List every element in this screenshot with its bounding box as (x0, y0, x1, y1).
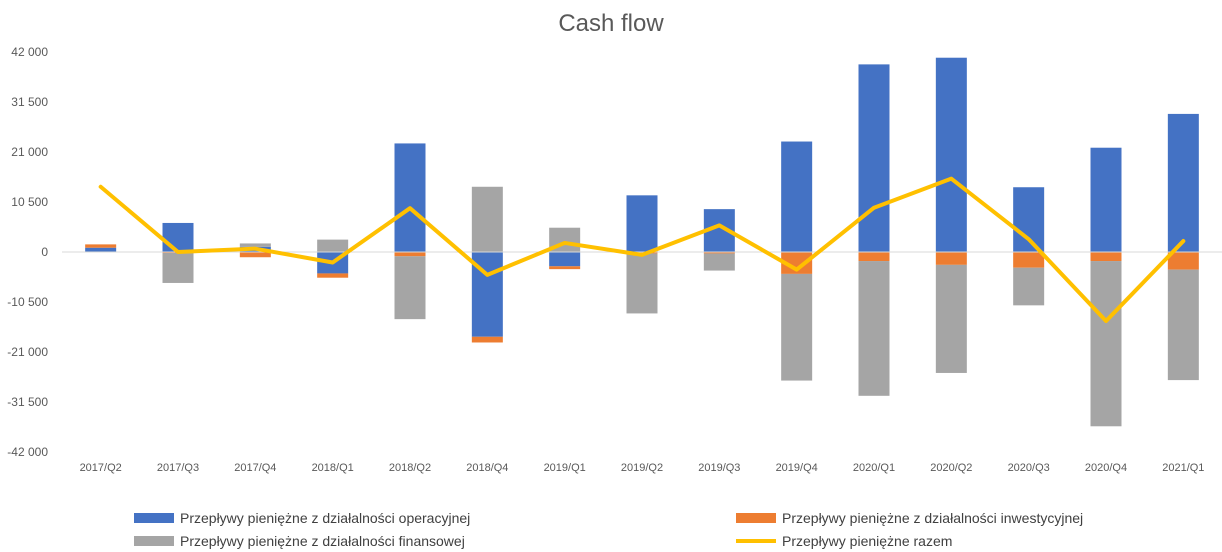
bar-investing (471, 336, 503, 343)
bar-investing (1167, 252, 1199, 270)
legend-item-operating: Przepływy pieniężne z działalności opera… (134, 510, 470, 526)
bar-investing (1090, 252, 1122, 262)
x-tick-label: 2020/Q1 (853, 462, 895, 474)
bar-operating (394, 143, 426, 252)
x-tick-label: 2017/Q3 (157, 462, 199, 474)
legend-swatch-investing (736, 513, 776, 523)
bar-financing (703, 253, 735, 271)
bar-investing (935, 252, 967, 265)
x-tick-label: 2020/Q4 (1085, 462, 1127, 474)
legend-item-financing: Przepływy pieniężne z działalności finan… (134, 533, 465, 549)
x-tick-label: 2019/Q1 (544, 462, 586, 474)
bar-operating (1090, 147, 1122, 252)
bar-financing (1090, 261, 1122, 427)
x-tick-label: 2017/Q4 (234, 462, 276, 474)
bar-operating (85, 247, 117, 252)
bar-investing (85, 244, 117, 248)
bar-operating (858, 64, 890, 252)
x-tick-label: 2018/Q1 (312, 462, 354, 474)
bar-operating (549, 252, 581, 267)
bar-financing (781, 273, 813, 381)
bar-investing (394, 252, 426, 257)
bar-investing (549, 266, 581, 270)
legend-label-total: Przepływy pieniężne razem (782, 533, 953, 549)
bar-investing (239, 252, 271, 258)
x-tick-label: 2018/Q2 (389, 462, 431, 474)
x-tick-label: 2019/Q3 (698, 462, 740, 474)
y-tick-label: -21 000 (7, 345, 48, 359)
legend-swatch-total (736, 539, 776, 543)
bar-financing (858, 261, 890, 396)
x-tick-label: 2019/Q2 (621, 462, 663, 474)
legend-item-investing: Przepływy pieniężne z działalności inwes… (736, 510, 1083, 526)
x-tick-label: 2020/Q2 (930, 462, 972, 474)
y-tick-label: 21 000 (11, 145, 48, 159)
x-tick-label: 2019/Q4 (776, 462, 818, 474)
y-tick-label: 31 500 (11, 95, 48, 109)
y-tick-label: -42 000 (7, 445, 48, 459)
bar-financing (162, 252, 194, 283)
x-tick-label: 2020/Q3 (1008, 462, 1050, 474)
y-tick-label: 0 (41, 245, 48, 259)
legend-item-total: Przepływy pieniężne razem (736, 533, 952, 549)
y-tick-label: 42 000 (11, 45, 48, 59)
bar-financing (935, 264, 967, 373)
bar-financing (1167, 269, 1199, 381)
y-tick-label: 10 500 (11, 195, 48, 209)
bar-operating (1013, 187, 1045, 252)
bar-financing (394, 256, 426, 320)
bar-financing (471, 186, 503, 252)
legend-label-investing: Przepływy pieniężne z działalności inwes… (782, 510, 1084, 526)
legend-label-financing: Przepływy pieniężne z działalności finan… (180, 533, 465, 549)
bar-operating (162, 222, 194, 252)
bar-operating (935, 57, 967, 252)
x-tick-label: 2018/Q4 (466, 462, 508, 474)
bar-investing (317, 273, 349, 278)
x-tick-label: 2017/Q2 (80, 462, 122, 474)
x-tick-label: 2021/Q1 (1162, 462, 1204, 474)
legend-swatch-operating (134, 513, 174, 523)
bar-investing (858, 252, 890, 262)
y-tick-label: -31 500 (7, 395, 48, 409)
bar-operating (626, 195, 658, 252)
bar-operating (781, 141, 813, 252)
legend-swatch-financing (134, 536, 174, 546)
chart-title: Cash flow (558, 10, 664, 37)
legend-label-operating: Przepływy pieniężne z działalności opera… (180, 510, 471, 526)
bar-financing (317, 239, 349, 252)
bar-operating (1167, 113, 1199, 253)
bar-financing (1013, 267, 1045, 306)
bar-investing (703, 252, 735, 254)
bar-financing (626, 253, 658, 314)
bar-investing (781, 252, 813, 274)
bar-financing (239, 243, 271, 247)
bar-investing (626, 252, 658, 254)
bar-investing (1013, 252, 1045, 268)
y-tick-label: -10 500 (7, 295, 48, 309)
